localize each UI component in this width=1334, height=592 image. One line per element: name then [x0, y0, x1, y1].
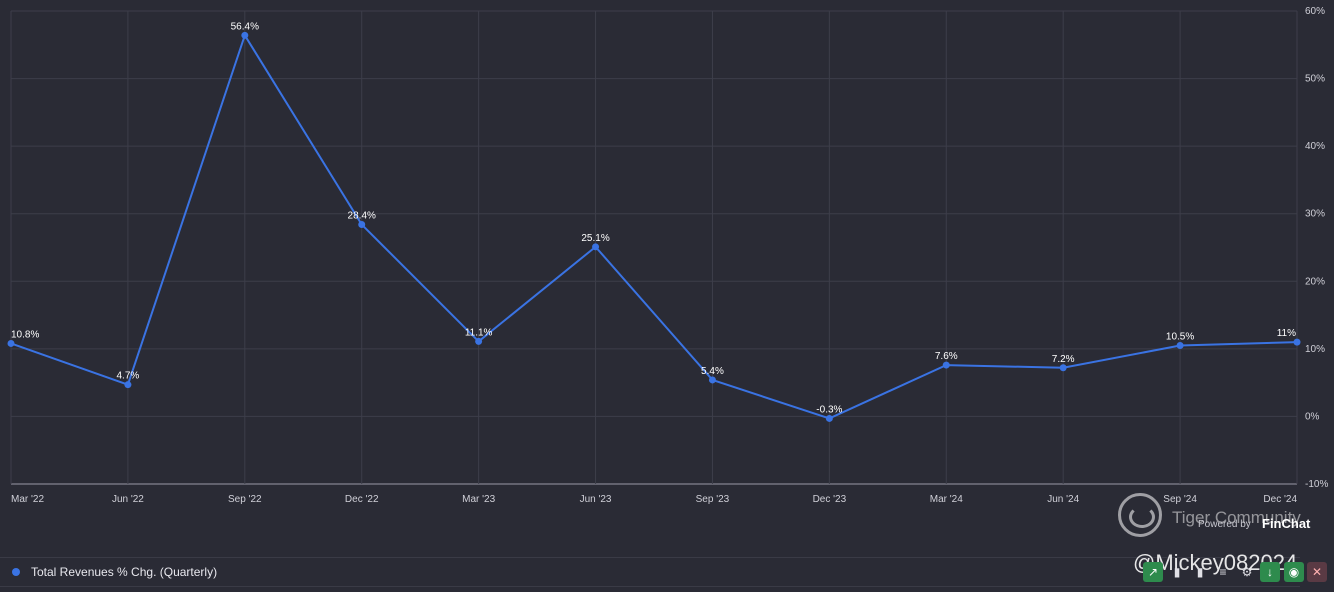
watermark-brand: Tiger Community	[1172, 508, 1301, 527]
data-label: 11%	[1277, 328, 1296, 339]
data-label: 28.4%	[348, 211, 376, 222]
y-tick-label: 0%	[1305, 411, 1320, 422]
gear-icon[interactable]: ⚙	[1241, 565, 1253, 579]
trend-icon[interactable]: ↗	[1143, 562, 1163, 582]
finchat-logo: FinChat	[1262, 516, 1311, 531]
data-point	[124, 381, 132, 389]
chart-legend: Total Revenues % Chg. (Quarterly)	[0, 557, 1300, 587]
data-label: 7.2%	[1052, 354, 1075, 365]
data-point	[592, 243, 600, 251]
close-icon[interactable]: ✕	[1307, 562, 1327, 582]
data-point	[358, 221, 366, 229]
x-tick-label: Sep '23	[696, 494, 730, 505]
x-tick-label: Mar '24	[930, 494, 963, 505]
data-point	[942, 361, 950, 369]
x-tick-label: Dec '22	[345, 494, 379, 505]
data-label: 5.4%	[701, 366, 724, 377]
series-line	[10, 32, 1298, 420]
x-tick-label: Jun '22	[112, 494, 144, 505]
data-label: 11.1%	[465, 327, 493, 338]
series-layer	[7, 31, 1301, 422]
bar-chart-icon[interactable]: ▮	[1173, 565, 1181, 579]
y-tick-label: 60%	[1305, 6, 1325, 17]
y-tick-label: 50%	[1305, 74, 1325, 85]
y-tick-label: 40%	[1305, 141, 1325, 152]
y-tick-label: 10%	[1305, 344, 1325, 355]
data-point	[241, 31, 249, 39]
x-tick-label: Jun '24	[1047, 494, 1079, 505]
data-label: 10.5%	[1166, 331, 1194, 342]
legend-series-marker	[12, 568, 20, 576]
y-tick-label: -10%	[1305, 479, 1328, 490]
download-icon[interactable]: ↓	[1260, 562, 1280, 582]
x-tick-label: Dec '23	[813, 494, 847, 505]
data-point	[1293, 338, 1301, 346]
x-tick-label: Mar '23	[462, 494, 495, 505]
data-point	[708, 376, 716, 384]
x-tick-label: Jun '23	[580, 494, 612, 505]
data-label: 25.1%	[581, 233, 609, 244]
data-point	[1176, 341, 1184, 349]
x-tick-label: Sep '22	[228, 494, 262, 505]
data-label: 10.8%	[11, 329, 39, 340]
y-tick-label: 20%	[1305, 276, 1325, 287]
x-tick-label: Mar '22	[11, 494, 44, 505]
data-point	[7, 339, 15, 347]
legend-series-label[interactable]: Total Revenues % Chg. (Quarterly)	[31, 565, 218, 579]
tiger-logo-icon	[1118, 493, 1162, 537]
menu-icon[interactable]: ≡	[1219, 565, 1227, 579]
powered-by-label: Powered by	[1198, 519, 1251, 530]
data-label: 7.6%	[935, 351, 958, 362]
x-tick-label: Sep '24	[1163, 494, 1197, 505]
grid-layer	[10, 10, 1298, 485]
data-label: 4.7%	[117, 371, 140, 382]
y-tick-label: 30%	[1305, 209, 1325, 220]
bar-chart-alt-icon[interactable]: ▮	[1196, 565, 1204, 579]
data-label: -0.3%	[816, 404, 842, 415]
data-point	[1059, 364, 1067, 372]
label-layer: -10% 0% 10% 20% 30% 40% 50% 60% Mar '22 Jun '22 Se…	[11, 6, 1328, 505]
data-label: 56.4%	[231, 21, 259, 32]
x-tick-label: Dec '24	[1263, 494, 1297, 505]
data-point	[475, 337, 483, 345]
data-point	[825, 414, 833, 422]
eye-icon[interactable]: ◉	[1284, 562, 1304, 582]
